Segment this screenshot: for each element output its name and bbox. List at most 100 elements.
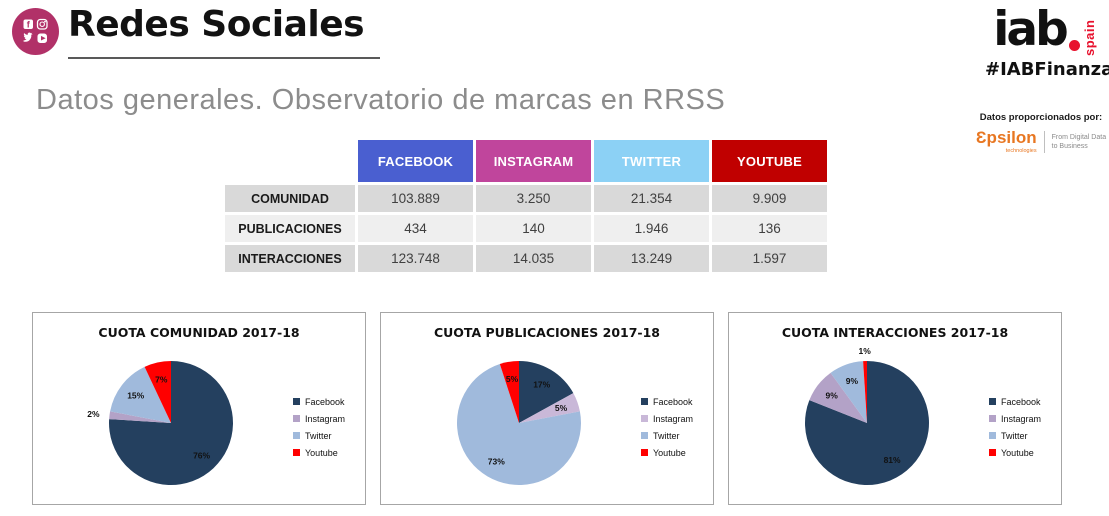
facebook-icon: f: [23, 19, 33, 30]
pie-label-twitter: 9%: [846, 376, 859, 386]
iab-red-dot-icon: [1068, 40, 1080, 51]
pie-slice-youtube: [144, 361, 171, 423]
legend-swatch-icon: [641, 432, 648, 439]
legend-swatch-icon: [989, 449, 996, 456]
legend-label: Twitter: [653, 430, 680, 441]
chart-legend: Facebook Instagram Twitter Youtube: [989, 393, 1041, 461]
table-cell-comunidad-youtube: 9.909: [712, 185, 827, 212]
page-title: Redes Sociales: [68, 4, 365, 45]
provider-label: Datos proporcionados por:: [979, 112, 1103, 123]
pie-slice-facebook: [108, 361, 233, 485]
pie-label-instagram: 2%: [87, 409, 100, 419]
legend-label: Twitter: [1001, 430, 1028, 441]
title-underline: [68, 57, 380, 59]
legend-swatch-icon: [641, 398, 648, 405]
table-cell-publicaciones-instagram: 140: [476, 215, 591, 242]
chart-panel-1: CUOTA PUBLICACIONES 2017-18 17% 5% 73% 5% Fac…: [380, 312, 714, 505]
legend-swatch-icon: [989, 415, 996, 422]
brand-hashtag: #IABFinanzas: [985, 59, 1109, 80]
table-col-facebook: FACEBOOK: [358, 140, 473, 182]
legend-item-twitter: Twitter: [989, 427, 1041, 444]
pie-slice-facebook: [519, 361, 574, 423]
iab-wordmark: iab: [993, 2, 1069, 57]
legend-label: Facebook: [305, 396, 345, 407]
table-cell-interacciones-facebook: 123.748: [358, 245, 473, 272]
legend-label: Instagram: [305, 413, 346, 424]
legend-item-facebook: Facebook: [641, 393, 693, 410]
table-cell-publicaciones-twitter: 1.946: [594, 215, 709, 242]
legend-swatch-icon: [293, 432, 300, 439]
legend-swatch-icon: [989, 398, 996, 405]
legend-label: Instagram: [1001, 413, 1042, 424]
legend-item-instagram: Instagram: [641, 410, 693, 427]
pie-slice-twitter: [110, 366, 171, 423]
chart-panel-2: CUOTA INTERACCIONES 2017-18 81% 9% 9% 1% Face…: [728, 312, 1062, 505]
table-row-label-comunidad: COMUNIDAD: [225, 185, 355, 212]
table-cell-interacciones-instagram: 14.035: [476, 245, 591, 272]
legend-item-facebook: Facebook: [293, 393, 345, 410]
pie-label-instagram: 9%: [826, 391, 839, 401]
svg-text:f: f: [27, 20, 31, 30]
pie-slice-instagram: [109, 411, 171, 423]
pie-label-twitter: 73%: [488, 456, 505, 466]
table-col-twitter: TWITTER: [594, 140, 709, 182]
table-cell-comunidad-facebook: 103.889: [358, 185, 473, 212]
pie-chart: 17% 5% 73% 5%: [456, 361, 581, 485]
page-subtitle: Datos generales. Observatorio de marcas …: [36, 84, 726, 116]
chart-legend: Facebook Instagram Twitter Youtube: [641, 393, 693, 461]
legend-label: Facebook: [1001, 396, 1041, 407]
pie-slice-instagram: [809, 372, 867, 423]
twitter-icon: [23, 32, 33, 42]
table-cell-comunidad-instagram: 3.250: [476, 185, 591, 212]
legend-label: Youtube: [1001, 447, 1034, 458]
iab-spain-label: spain: [1081, 19, 1097, 56]
table-cell-interacciones-youtube: 1.597: [712, 245, 827, 272]
legend-swatch-icon: [641, 415, 648, 422]
legend-item-youtube: Youtube: [293, 444, 345, 461]
pie-chart: 76% 2% 15% 7%: [87, 361, 233, 485]
epsilon-logo: Ɛpsilon: [975, 128, 1037, 147]
pie-label-twitter: 15%: [127, 391, 144, 401]
pie-slice-facebook: [804, 361, 929, 485]
youtube-icon: [37, 33, 47, 43]
table-corner-cell: [225, 140, 355, 182]
legend-label: Youtube: [305, 447, 338, 458]
table-cell-interacciones-twitter: 13.249: [594, 245, 709, 272]
data-provider-block: Datos proporcionados por: Ɛpsilon techno…: [975, 112, 1107, 154]
pie-slice-youtube: [499, 361, 519, 423]
pie-label-facebook: 17%: [533, 380, 550, 390]
chart-title: CUOTA PUBLICACIONES 2017-18: [433, 325, 660, 340]
pie-slice-instagram: [519, 393, 580, 423]
pie-label-facebook: 76%: [193, 451, 210, 461]
pie-slice-twitter: [830, 361, 867, 423]
pie-label-facebook: 81%: [884, 455, 901, 465]
social-metrics-table: FACEBOOK INSTAGRAM TWITTER YOUTUBE COMUNIDAD…: [225, 140, 827, 272]
pie-label-instagram: 5%: [555, 403, 568, 413]
legend-item-twitter: Twitter: [293, 427, 345, 444]
legend-item-youtube: Youtube: [641, 444, 693, 461]
legend-label: Twitter: [305, 430, 332, 441]
social-networks-logo: f: [12, 8, 59, 55]
chart-legend: Facebook Instagram Twitter Youtube: [293, 393, 345, 461]
instagram-icon: [36, 18, 48, 30]
table-row-label-interacciones: INTERACCIONES: [225, 245, 355, 272]
table-col-instagram: INSTAGRAM: [476, 140, 591, 182]
legend-item-facebook: Facebook: [989, 393, 1041, 410]
legend-item-youtube: Youtube: [989, 444, 1041, 461]
table-row-label-publicaciones: PUBLICACIONES: [225, 215, 355, 242]
table-col-youtube: YOUTUBE: [712, 140, 827, 182]
legend-item-twitter: Twitter: [641, 427, 693, 444]
epsilon-logo-sub: technologies: [1005, 148, 1037, 154]
legend-item-instagram: Instagram: [989, 410, 1041, 427]
legend-swatch-icon: [989, 432, 996, 439]
vendor-divider: [1043, 131, 1045, 153]
table-cell-publicaciones-youtube: 136: [712, 215, 827, 242]
legend-label: Instagram: [653, 413, 694, 424]
pie-slice-twitter: [456, 364, 581, 485]
pie-label-youtube: 1%: [859, 346, 872, 356]
charts-row: CUOTA COMUNIDAD 2017-18 76% 2% 15% 7% Faceboo…: [32, 312, 1062, 505]
legend-swatch-icon: [293, 449, 300, 456]
legend-swatch-icon: [641, 449, 648, 456]
logo-circle-background: [12, 8, 59, 55]
chart-title: CUOTA INTERACCIONES 2017-18: [781, 325, 1009, 340]
